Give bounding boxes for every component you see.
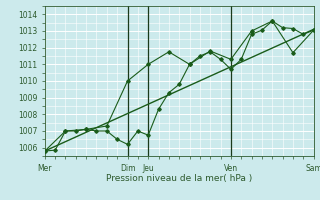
X-axis label: Pression niveau de la mer( hPa ): Pression niveau de la mer( hPa ) (106, 174, 252, 183)
